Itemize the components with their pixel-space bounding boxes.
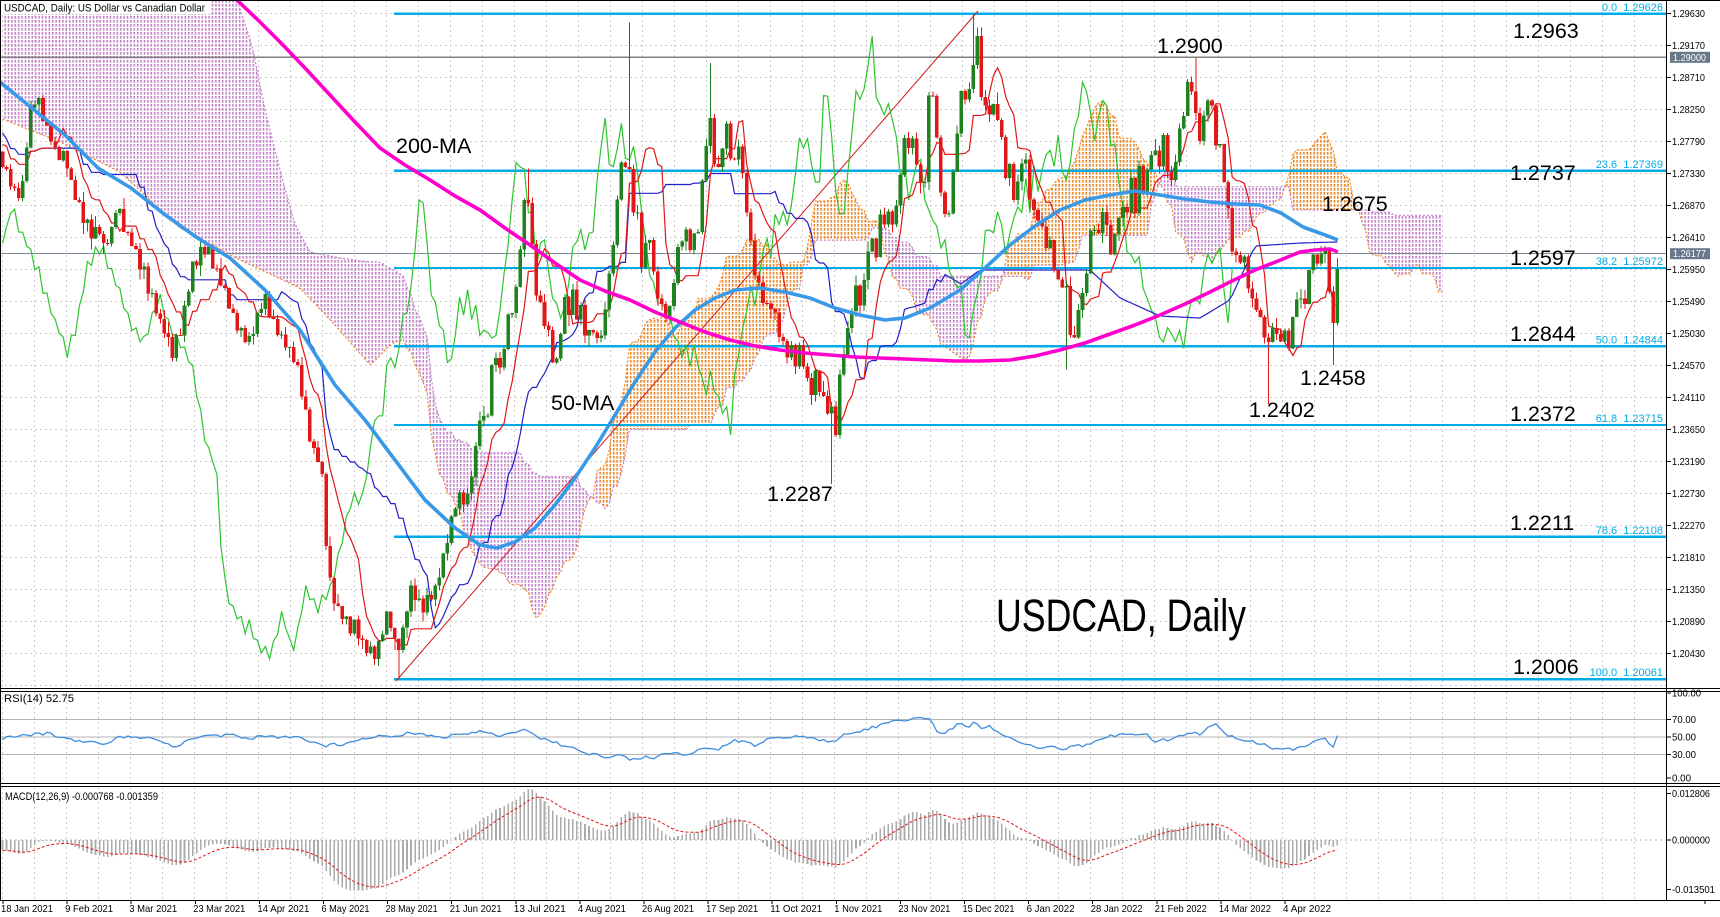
svg-text:1.24570: 1.24570 [1672,360,1705,372]
svg-text:1.29630: 1.29630 [1672,8,1705,20]
svg-text:100.0 1.20061: 100.0 1.20061 [1590,667,1663,679]
svg-text:1.25950: 1.25950 [1672,264,1705,276]
svg-text:78.6 1.22108: 78.6 1.22108 [1596,525,1663,537]
svg-text:1.26177: 1.26177 [1673,248,1706,260]
svg-text:28 May 2021: 28 May 2021 [386,903,438,915]
svg-text:0.012806: 0.012806 [1672,788,1710,800]
svg-text:1.23190: 1.23190 [1672,456,1705,468]
svg-text:21 Feb 2022: 21 Feb 2022 [1155,903,1207,915]
svg-text:USDCAD, Daily: USDCAD, Daily [996,590,1246,641]
svg-text:1.2675: 1.2675 [1322,192,1388,216]
svg-text:MACD(12,26,9) -0.000768 -0.001: MACD(12,26,9) -0.000768 -0.001359 [5,791,158,803]
svg-text:-0.013501: -0.013501 [1672,884,1715,896]
svg-text:1.2963: 1.2963 [1513,19,1579,43]
svg-text:1.28710: 1.28710 [1672,72,1705,84]
svg-text:1.2597: 1.2597 [1510,246,1576,270]
svg-text:50-MA: 50-MA [551,391,615,415]
svg-text:1.26870: 1.26870 [1672,200,1705,212]
svg-text:100.00: 100.00 [1672,688,1701,700]
svg-text:1.27790: 1.27790 [1672,136,1705,148]
svg-text:28 Jan 2022: 28 Jan 2022 [1091,903,1143,915]
svg-text:1.25030: 1.25030 [1672,328,1705,340]
svg-text:1.2006: 1.2006 [1513,655,1579,679]
svg-text:1.28250: 1.28250 [1672,104,1705,116]
svg-text:200-MA: 200-MA [396,134,472,158]
svg-text:23 Mar 2021: 23 Mar 2021 [193,903,245,915]
svg-text:23 Nov 2021: 23 Nov 2021 [898,903,950,915]
svg-text:1.2287: 1.2287 [767,482,833,506]
svg-text:3 Mar 2021: 3 Mar 2021 [129,903,177,915]
svg-text:1.2211: 1.2211 [1510,511,1574,535]
svg-text:38.2 1.25972: 38.2 1.25972 [1596,256,1663,268]
svg-text:1.2844: 1.2844 [1510,322,1576,346]
svg-text:1.22270: 1.22270 [1672,520,1705,532]
svg-text:1.2402: 1.2402 [1249,398,1315,422]
svg-text:61.8 1.23715: 61.8 1.23715 [1596,413,1663,425]
svg-text:14 Mar 2022: 14 Mar 2022 [1219,903,1271,915]
svg-text:1.2458: 1.2458 [1300,366,1366,390]
svg-text:13 Jul 2021: 13 Jul 2021 [514,903,566,915]
svg-text:1.29170: 1.29170 [1672,40,1705,52]
svg-text:17 Sep 2021: 17 Sep 2021 [706,903,758,915]
svg-text:4 Aug 2021: 4 Aug 2021 [578,903,626,915]
svg-text:70.00: 70.00 [1672,714,1696,726]
svg-text:1.23650: 1.23650 [1672,424,1705,436]
svg-text:26 Aug 2021: 26 Aug 2021 [642,903,694,915]
svg-text:1 Nov 2021: 1 Nov 2021 [834,903,882,915]
svg-text:0.0 1.29626: 0.0 1.29626 [1602,2,1663,14]
svg-text:9 Feb 2021: 9 Feb 2021 [65,903,113,915]
svg-text:1.26410: 1.26410 [1672,232,1705,244]
svg-text:15 Dec 2021: 15 Dec 2021 [963,903,1015,915]
svg-text:21 Jun 2021: 21 Jun 2021 [450,903,502,915]
svg-text:11 Oct 2021: 11 Oct 2021 [770,903,822,915]
svg-text:1.21810: 1.21810 [1672,552,1705,564]
svg-text:0.00: 0.00 [1672,773,1691,785]
svg-text:1.27330: 1.27330 [1672,168,1705,180]
svg-text:USDCAD, Daily: US Dollar vs Ca: USDCAD, Daily: US Dollar vs Canadian Dol… [4,3,205,15]
svg-text:4 Apr 2022: 4 Apr 2022 [1283,903,1331,915]
svg-text:6 Jan 2022: 6 Jan 2022 [1027,903,1075,915]
svg-text:1.2900: 1.2900 [1157,34,1223,58]
svg-text:30.00: 30.00 [1672,749,1696,761]
svg-text:6 May 2021: 6 May 2021 [322,903,370,915]
svg-text:1.2372: 1.2372 [1510,402,1576,426]
svg-text:1.24110: 1.24110 [1672,392,1705,404]
svg-text:18 Jan 2021: 18 Jan 2021 [1,903,53,915]
svg-text:1.21350: 1.21350 [1672,584,1705,596]
svg-text:1.22730: 1.22730 [1672,488,1705,500]
svg-text:50.00: 50.00 [1672,732,1696,744]
svg-text:1.20430: 1.20430 [1672,648,1705,660]
svg-text:RSI(14) 52.75: RSI(14) 52.75 [4,693,74,705]
svg-text:0.000000: 0.000000 [1672,835,1710,847]
svg-text:1.25490: 1.25490 [1672,296,1705,308]
svg-text:23.6 1.27369: 23.6 1.27369 [1596,159,1663,171]
svg-text:50.0 1.24844: 50.0 1.24844 [1596,334,1663,346]
svg-text:1.2737: 1.2737 [1510,161,1576,185]
svg-text:1.20890: 1.20890 [1672,616,1705,628]
svg-text:1.29000: 1.29000 [1673,52,1706,64]
svg-text:14 Apr 2021: 14 Apr 2021 [257,903,309,915]
